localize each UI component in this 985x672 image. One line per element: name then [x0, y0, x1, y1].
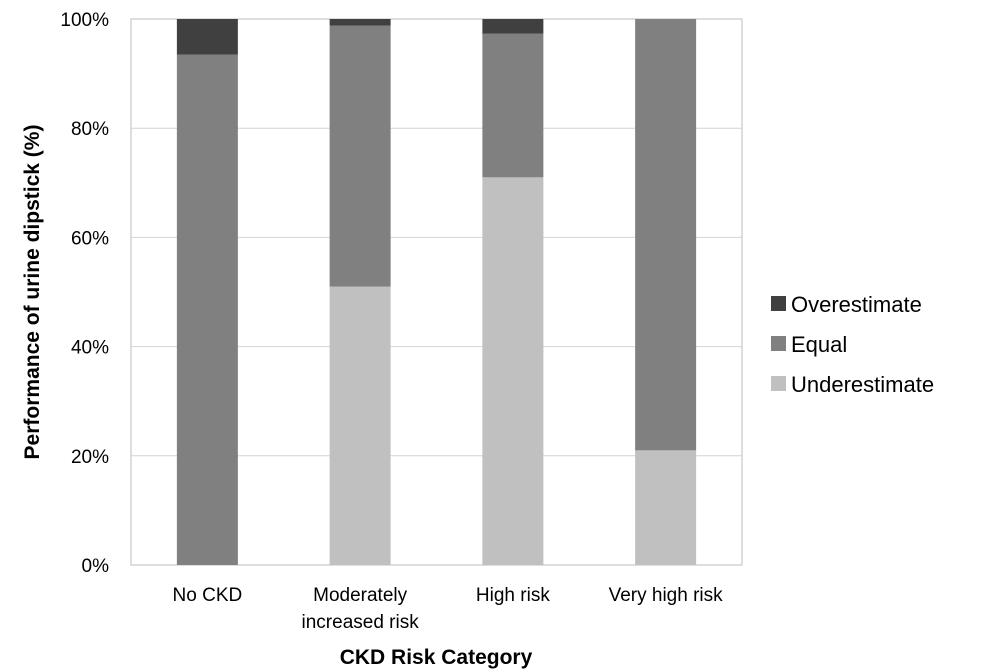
y-tick-label: 60%: [71, 228, 109, 249]
y-tick-label: 80%: [71, 119, 109, 140]
legend-label-underestimate: Underestimate: [791, 372, 934, 397]
x-axis-ticks: No CKD Moderately increased risk High risk V…: [173, 585, 724, 633]
bar-segment-equal: [329, 25, 391, 287]
bar-segment-underestimate: [482, 177, 544, 565]
legend-swatch-equal: [771, 336, 786, 351]
bar-segment-overestimate: [482, 19, 544, 34]
y-tick-label: 100%: [60, 10, 109, 31]
bar-segment-equal: [176, 54, 238, 566]
x-axis-title: CKD Risk Category: [340, 646, 533, 669]
x-tick-label: Very high risk: [609, 585, 724, 606]
y-tick-label: 0%: [82, 556, 110, 577]
legend: Overestimate Equal Underestimate: [771, 292, 934, 397]
legend-swatch-underestimate: [771, 376, 786, 391]
y-axis-title: Performance of urine dipstick (%): [21, 125, 44, 460]
plot-area-frame: [130, 18, 743, 566]
legend-label-equal: Equal: [791, 332, 847, 357]
bar-segment-equal: [635, 19, 697, 451]
bar-segment-equal: [482, 33, 544, 178]
bars: [176, 19, 697, 566]
bar-segment-overestimate: [329, 19, 391, 26]
bar-segment-underestimate: [635, 450, 697, 565]
legend-label-overestimate: Overestimate: [791, 292, 922, 317]
y-tick-label: 20%: [71, 447, 109, 468]
x-tick-label: High risk: [476, 585, 550, 606]
y-tick-label: 40%: [71, 338, 109, 359]
x-tick-label: Moderately increased risk: [302, 585, 420, 633]
bar-segment-overestimate: [176, 19, 238, 55]
bar-segment-underestimate: [329, 286, 391, 565]
x-tick-label: No CKD: [173, 585, 243, 606]
y-axis-ticks: 0% 20% 40% 60% 80% 100%: [60, 10, 109, 577]
legend-swatch-overestimate: [771, 296, 786, 311]
